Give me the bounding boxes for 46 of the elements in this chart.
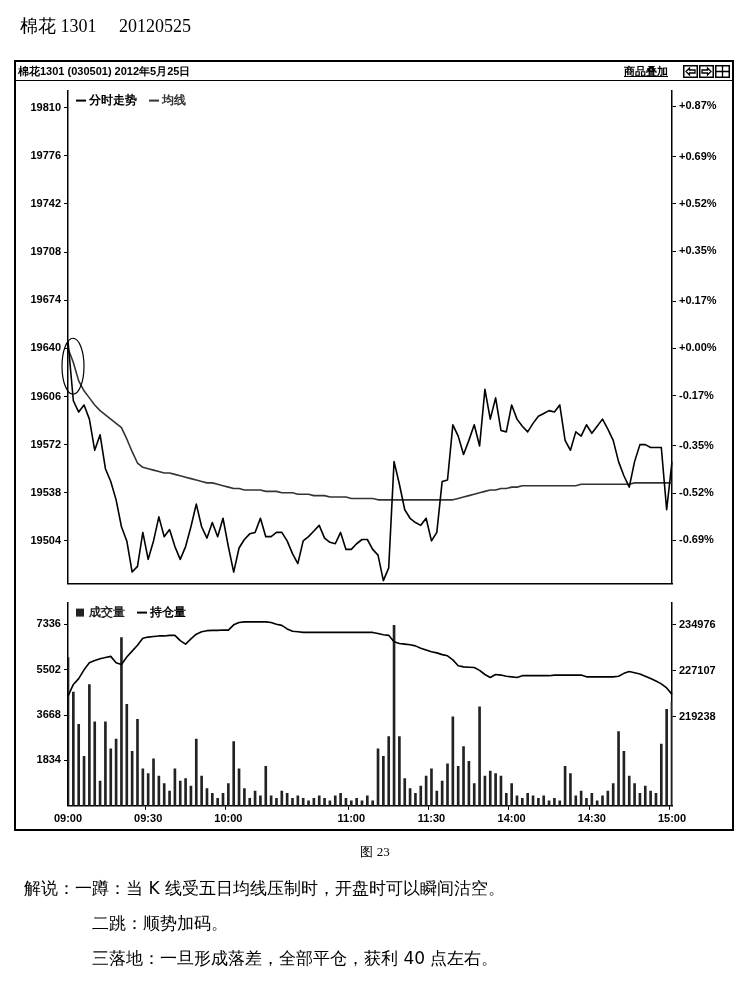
chart-subtitle: 棉花1301 (030501) 2012年5月25日 xyxy=(18,63,191,79)
y-tick-label: 19810 xyxy=(30,100,61,113)
y2-tick-label: 219238 xyxy=(679,709,716,722)
y-tick-label: 19504 xyxy=(30,533,62,546)
x-tick-label: 11:30 xyxy=(417,812,446,825)
x-tick-label: 14:30 xyxy=(577,812,606,825)
y-tick-label: 19538 xyxy=(30,485,61,498)
x-tick-label: 09:30 xyxy=(134,812,163,825)
y2-tick-label: +0.52% xyxy=(679,196,717,209)
y-tick-label: 19742 xyxy=(30,196,61,209)
y-tick-label: 3668 xyxy=(36,708,61,721)
caption: 图 23 xyxy=(359,843,391,861)
y2-tick-label: -0.52% xyxy=(679,486,715,499)
text: 商品叠加 xyxy=(624,63,668,79)
x-tick-label: 09:00 xyxy=(53,812,83,825)
y-tick-label: 19674 xyxy=(30,293,62,306)
y2-tick-label: 227107 xyxy=(679,663,716,676)
chart-title: 棉花 1301 20120525 xyxy=(20,15,192,38)
y-tick-label: 19640 xyxy=(30,341,61,354)
y2-tick-label: +0.17% xyxy=(679,294,717,307)
x-tick-label: 11:00 xyxy=(337,812,366,825)
y2-tick-label: +0.69% xyxy=(679,149,717,162)
x-tick-label: 10:00 xyxy=(214,812,243,825)
text: 三落地：一旦形成落差，全部平仓，获利 40 点左右。 xyxy=(92,947,500,970)
y2-tick-label: -0.17% xyxy=(679,388,715,401)
legend-label: 分时走势 xyxy=(88,92,137,107)
x-tick-label: 14:00 xyxy=(497,812,526,825)
text: 解说：一蹲：当 K 线受五日均线压制时，开盘时可以瞬间沽空。 xyxy=(24,877,506,900)
legend-label: 均线 xyxy=(161,92,186,107)
y-tick-label: 19572 xyxy=(30,437,61,450)
y-tick-label: 19776 xyxy=(30,148,61,161)
text: 二跳：顺势加码。 xyxy=(92,912,229,935)
x-tick-label: 15:00 xyxy=(657,812,687,825)
y2-tick-label: +0.87% xyxy=(679,99,717,112)
legend-label: 成交量 xyxy=(88,604,125,619)
y-tick-label: 7336 xyxy=(36,617,61,630)
legend-label: 持仓量 xyxy=(149,604,186,619)
y2-tick-label: -0.35% xyxy=(679,438,715,451)
y-tick-label: 1834 xyxy=(36,753,62,766)
y-tick-label: 19606 xyxy=(30,389,61,402)
y2-tick-label: 234976 xyxy=(679,617,716,630)
y2-tick-label: -0.69% xyxy=(679,533,715,546)
y-tick-label: 5502 xyxy=(36,662,61,675)
y2-tick-label: +0.00% xyxy=(679,341,717,354)
y2-tick-label: +0.35% xyxy=(679,244,717,257)
y-tick-label: 19708 xyxy=(30,245,61,258)
